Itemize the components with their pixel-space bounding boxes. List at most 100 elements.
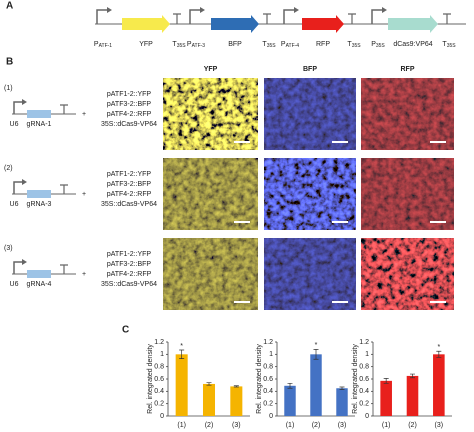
grna-label: gRNA-4 (27, 281, 52, 288)
construct-line: pATF3-2::BFP (107, 261, 152, 268)
y-tick-label: 0.2 (154, 401, 164, 408)
label-main: T (442, 41, 447, 48)
gene-arrow (211, 15, 259, 33)
y-tick-label: 0.4 (359, 388, 369, 395)
promoter-arrow (283, 9, 294, 24)
gene-label: RFP (316, 41, 330, 48)
x-tick-label: (1) (177, 422, 186, 429)
label-sub: 35S (177, 43, 187, 49)
y-tick-label: 0.8 (359, 364, 369, 371)
row-label: (1) (4, 85, 13, 92)
label-main: P (187, 41, 192, 48)
label-sub: ATF-1 (99, 43, 113, 49)
label-sub: ATF-3 (192, 43, 206, 49)
error-bar (410, 373, 415, 379)
bar (336, 388, 348, 416)
construct-line: pATF3-2::BFP (107, 101, 152, 108)
plus-sign: + (82, 111, 86, 118)
bar (310, 354, 322, 416)
plus-sign: + (82, 191, 86, 198)
promoter-arrowhead (22, 99, 27, 105)
promoter-arrow (371, 9, 382, 24)
y-tick-label: 0.6 (263, 376, 273, 383)
construct-line: pATF4-2::RFP (107, 111, 152, 118)
channel-header: RFP (401, 66, 415, 73)
label-main: P (281, 41, 286, 48)
promoter-label: PATF-1 (94, 41, 112, 49)
gene-arrow (388, 15, 438, 33)
terminator (60, 104, 68, 114)
bar (380, 380, 392, 416)
x-tick-label: (3) (338, 422, 347, 429)
y-axis-title: Rel. integrated density (147, 344, 154, 414)
y-tick-label: 1.2 (154, 339, 164, 346)
error-bar (383, 378, 389, 384)
promoter-label: P35S (371, 41, 385, 49)
grna-label: gRNA-3 (27, 201, 52, 208)
label-main: T (262, 41, 267, 48)
construct-line: pATF4-2::RFP (107, 191, 152, 198)
construct-line: pATF4-2::RFP (107, 271, 152, 278)
x-tick-label: (1) (286, 422, 295, 429)
grna-box (27, 270, 51, 278)
micrograph (163, 158, 258, 230)
y-axis-title: Rel. integrated density (352, 344, 359, 414)
error-bar (206, 382, 212, 386)
plus-sign: + (82, 271, 86, 278)
micrograph (163, 238, 258, 310)
significance-mark: * (437, 344, 440, 351)
micrograph (163, 78, 258, 150)
x-tick-label: (2) (205, 422, 214, 429)
x-tick-label: (2) (408, 422, 417, 429)
promoter-arrow (13, 181, 22, 194)
promoter-label: U6 (10, 281, 19, 288)
terminator (263, 13, 271, 24)
promoter-label: PATF-3 (187, 41, 205, 49)
construct-line: pATF1-2::YFP (107, 91, 152, 98)
significance-mark: * (315, 342, 318, 349)
promoter-arrowhead (382, 7, 387, 13)
error-bar (233, 385, 239, 388)
grna-box (27, 190, 51, 198)
terminator (348, 13, 356, 24)
label-main: T (347, 41, 352, 48)
y-tick-label: 0 (269, 413, 273, 420)
promoter-arrow (13, 101, 22, 114)
label-sub: 35S (267, 43, 277, 49)
channel-header: YFP (204, 66, 218, 73)
y-tick-label: 1 (160, 351, 164, 358)
channel-header: BFP (303, 66, 317, 73)
bar (230, 386, 243, 416)
promoter-label: U6 (10, 201, 19, 208)
label-sub: ATF-4 (286, 43, 300, 49)
micrograph (264, 238, 356, 310)
gene-arrow (302, 15, 344, 33)
y-tick-label: 0.4 (154, 388, 164, 395)
error-bar (436, 350, 442, 358)
x-tick-label: (3) (435, 422, 444, 429)
micrograph (361, 158, 454, 230)
y-tick-label: 0.8 (263, 364, 273, 371)
promoter-arrowhead (107, 7, 112, 13)
terminator (443, 13, 451, 24)
panel-label: C (122, 325, 129, 336)
y-tick-label: 0 (365, 413, 369, 420)
gene-label: BFP (228, 41, 242, 48)
y-tick-label: 0.6 (154, 376, 164, 383)
terminator-label: T35S (262, 41, 276, 49)
terminator-label: T35S (172, 41, 186, 49)
terminator (60, 184, 68, 194)
promoter-arrowhead (22, 259, 27, 265)
promoter-label: PATF-4 (281, 41, 299, 49)
y-tick-label: 0.2 (359, 401, 369, 408)
y-tick-label: 1 (365, 351, 369, 358)
row-label: (3) (4, 245, 13, 252)
y-axis-title: Rel. integrated density (256, 344, 263, 414)
construct-line: 35S::dCas9-VP64 (101, 201, 157, 208)
label-main: P (94, 41, 99, 48)
construct-line: pATF3-2::BFP (107, 181, 152, 188)
label-sub: 35S (447, 43, 457, 49)
y-tick-label: 0.2 (263, 401, 273, 408)
promoter-arrowhead (294, 7, 299, 13)
construct-line: 35S::dCas9-VP64 (101, 281, 157, 288)
